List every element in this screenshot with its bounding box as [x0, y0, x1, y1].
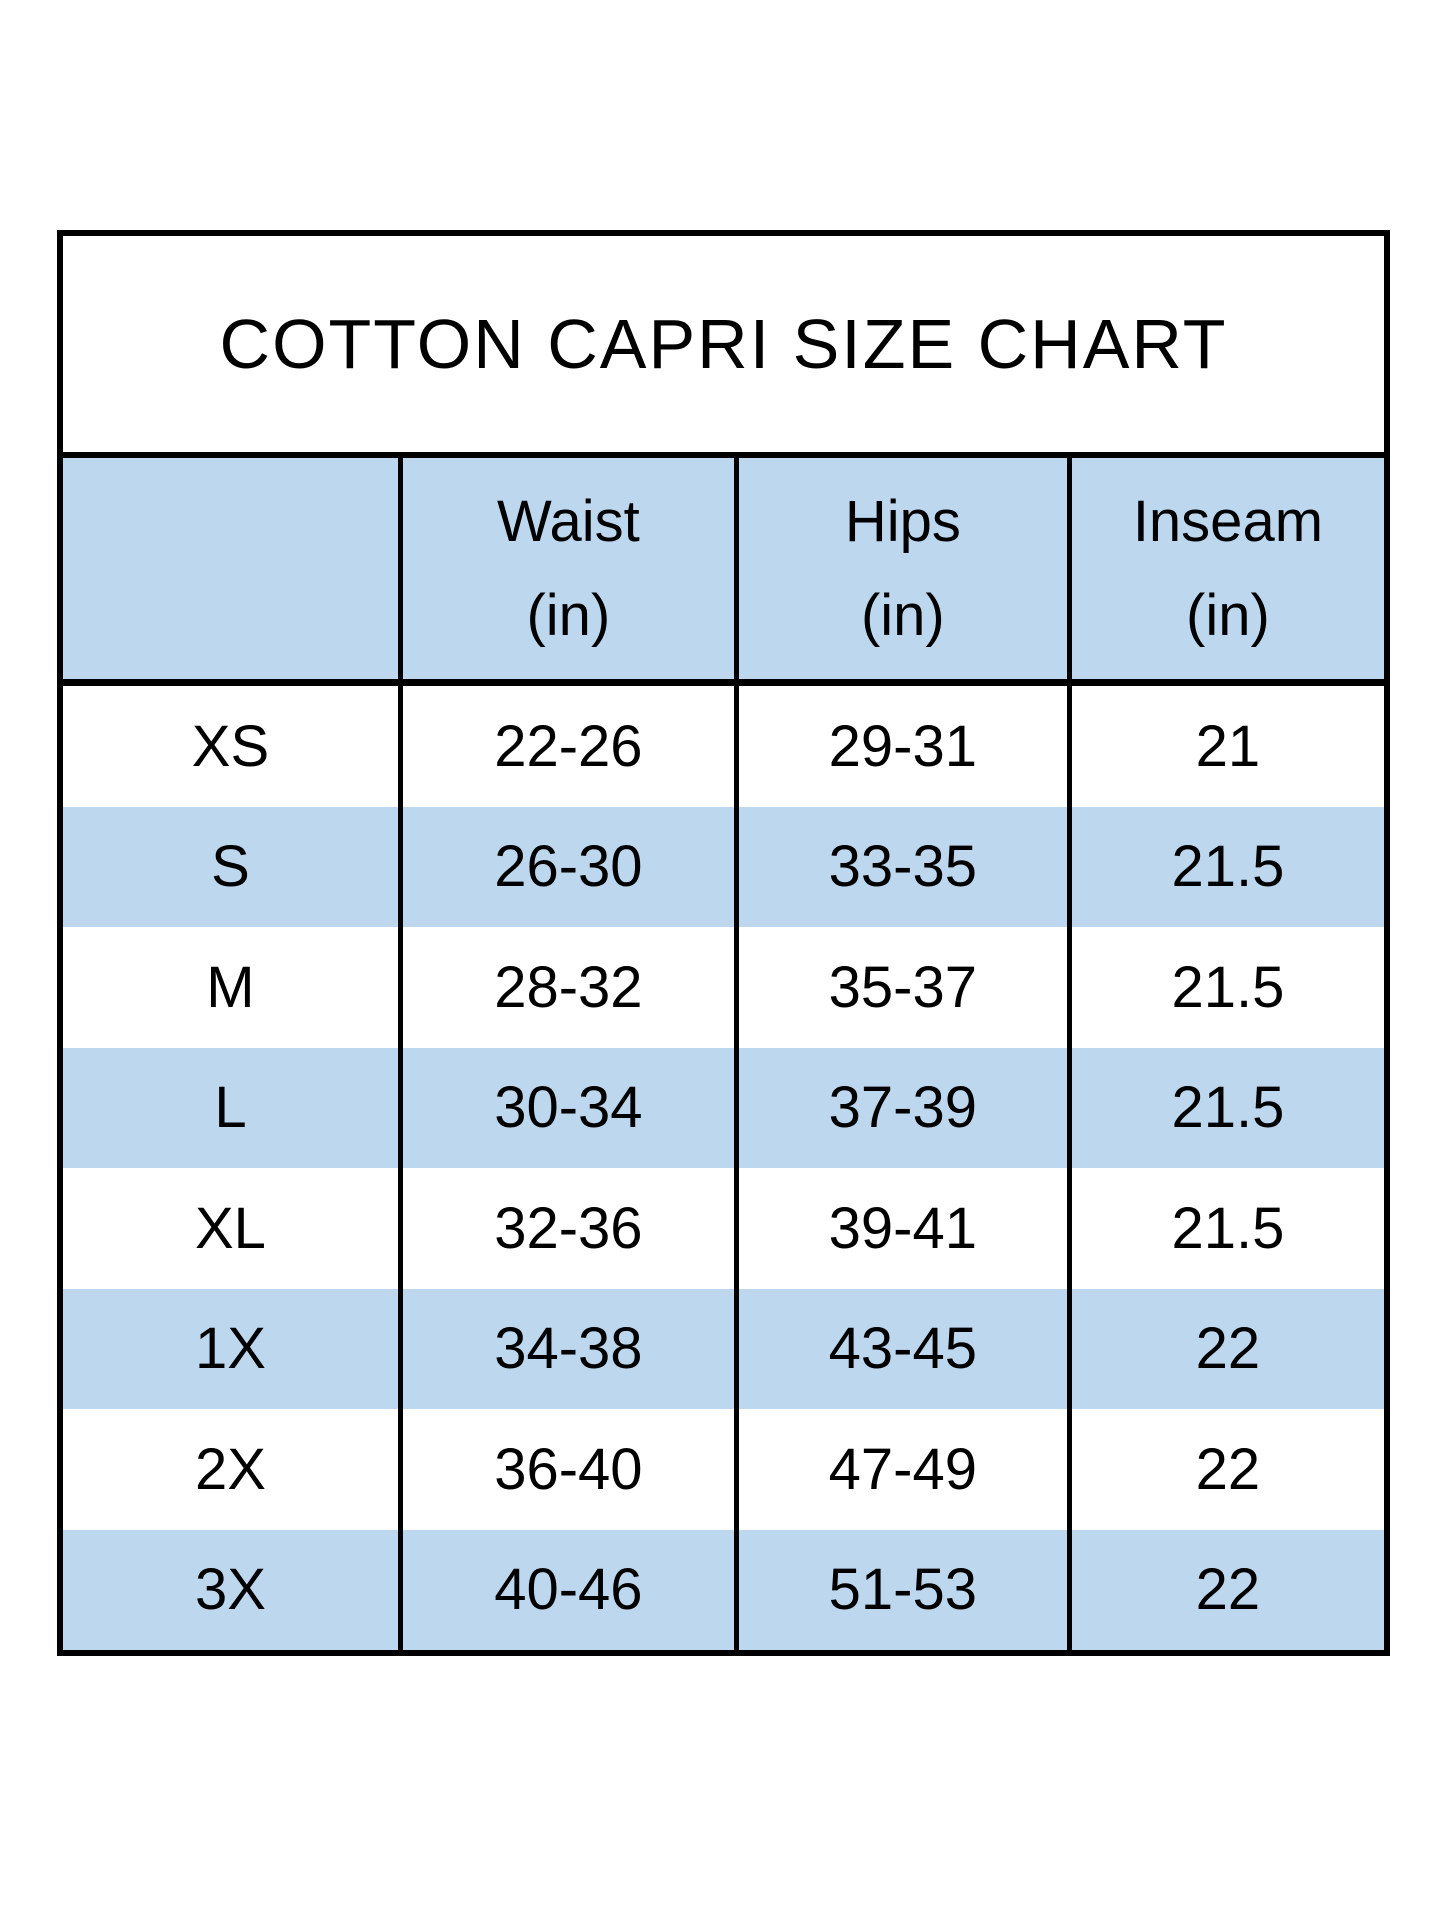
inseam-cell: 21: [1072, 686, 1384, 807]
header-cell-inseam: Inseam (in): [1072, 458, 1384, 679]
table-header-row: Waist (in) Hips (in) Inseam (in): [63, 458, 1384, 686]
waist-cell: 30-34: [403, 1047, 739, 1168]
inseam-value: 21.5: [1171, 1195, 1285, 1261]
header-hips-label: Hips: [844, 488, 961, 554]
inseam-value: 21: [1195, 713, 1261, 779]
waist-value: 36-40: [494, 1436, 643, 1502]
header-waist-label: Waist: [496, 488, 640, 554]
hips-cell: 29-31: [739, 686, 1072, 807]
size-value: M: [206, 954, 255, 1020]
hips-value: 51-53: [828, 1557, 978, 1623]
hips-cell: 43-45: [739, 1288, 1072, 1409]
hips-cell: 37-39: [739, 1047, 1072, 1168]
size-value: L: [214, 1075, 247, 1141]
size-cell: XS: [63, 686, 403, 807]
hips-value: 33-35: [828, 834, 978, 900]
waist-cell: 28-32: [403, 927, 739, 1048]
size-value: 1X: [194, 1316, 266, 1382]
size-cell: L: [63, 1047, 403, 1168]
waist-cell: 32-36: [403, 1168, 739, 1289]
hips-value: 39-41: [828, 1195, 978, 1261]
waist-cell: 36-40: [403, 1409, 739, 1530]
hips-cell: 47-49: [739, 1409, 1072, 1530]
hips-cell: 39-41: [739, 1168, 1072, 1289]
inseam-value: 22: [1195, 1436, 1261, 1502]
waist-cell: 22-26: [403, 686, 739, 807]
table-row-3x: 3X 40-46 51-53 22: [63, 1529, 1384, 1651]
waist-value: 32-36: [494, 1195, 643, 1261]
hips-value: 37-39: [828, 1075, 978, 1141]
size-value: 2X: [194, 1436, 266, 1502]
waist-value: 28-32: [494, 954, 643, 1020]
header-waist-unit: (in): [526, 582, 611, 648]
size-cell: XL: [63, 1168, 403, 1289]
size-value: XL: [194, 1195, 266, 1261]
hips-cell: 35-37: [739, 927, 1072, 1048]
table-row-l: L 30-34 37-39 21.5: [63, 1047, 1384, 1169]
inseam-cell: 22: [1072, 1409, 1384, 1530]
header-cell-hips: Hips (in): [739, 458, 1072, 679]
waist-value: 22-26: [494, 713, 643, 779]
header-inseam-label: Inseam: [1132, 488, 1324, 554]
hips-value: 29-31: [828, 713, 978, 779]
inseam-cell: 22: [1072, 1289, 1384, 1410]
waist-cell: 26-30: [403, 806, 739, 927]
inseam-value: 22: [1195, 1557, 1261, 1623]
size-value: XS: [191, 713, 270, 779]
inseam-cell: 21.5: [1072, 807, 1384, 928]
hips-cell: 33-35: [739, 806, 1072, 927]
table-title: COTTON CAPRI SIZE CHART: [219, 305, 1228, 383]
inseam-cell: 21.5: [1072, 1168, 1384, 1289]
inseam-cell: 21.5: [1072, 1048, 1384, 1169]
hips-value: 35-37: [828, 954, 978, 1020]
hips-cell: 51-53: [739, 1529, 1072, 1650]
header-inseam-unit: (in): [1186, 582, 1270, 648]
header-hips-unit: (in): [860, 582, 945, 648]
size-cell: M: [63, 927, 403, 1048]
size-cell: 2X: [63, 1409, 403, 1530]
header-cell-waist: Waist (in): [403, 458, 739, 679]
inseam-value: 21.5: [1171, 1075, 1285, 1141]
inseam-cell: 21.5: [1072, 927, 1384, 1048]
table-row-2x: 2X 36-40 47-49 22: [63, 1409, 1384, 1530]
size-cell: 1X: [63, 1288, 403, 1409]
waist-cell: 34-38: [403, 1288, 739, 1409]
size-value: S: [211, 834, 250, 900]
size-cell: 3X: [63, 1529, 403, 1650]
table-row-xs: XS 22-26 29-31 21: [63, 686, 1384, 807]
hips-value: 43-45: [828, 1316, 978, 1382]
inseam-value: 21.5: [1171, 834, 1285, 900]
waist-cell: 40-46: [403, 1529, 739, 1650]
waist-value: 40-46: [494, 1557, 643, 1623]
table-title-row: COTTON CAPRI SIZE CHART: [63, 236, 1384, 458]
table-row-xl: XL 32-36 39-41 21.5: [63, 1168, 1384, 1289]
header-cell-size: [63, 458, 403, 679]
inseam-cell: 22: [1072, 1530, 1384, 1651]
size-chart-table: COTTON CAPRI SIZE CHART Waist (in) Hips …: [57, 230, 1390, 1656]
waist-value: 34-38: [494, 1316, 643, 1382]
waist-value: 26-30: [494, 834, 643, 900]
table-row-m: M 28-32 35-37 21.5: [63, 927, 1384, 1048]
inseam-value: 21.5: [1171, 954, 1285, 1020]
table-row-1x: 1X 34-38 43-45 22: [63, 1288, 1384, 1410]
size-cell: S: [63, 806, 403, 927]
hips-value: 47-49: [828, 1436, 978, 1502]
size-value: 3X: [194, 1557, 266, 1623]
table-row-s: S 26-30 33-35 21.5: [63, 806, 1384, 928]
waist-value: 30-34: [494, 1075, 643, 1141]
inseam-value: 22: [1195, 1316, 1261, 1382]
